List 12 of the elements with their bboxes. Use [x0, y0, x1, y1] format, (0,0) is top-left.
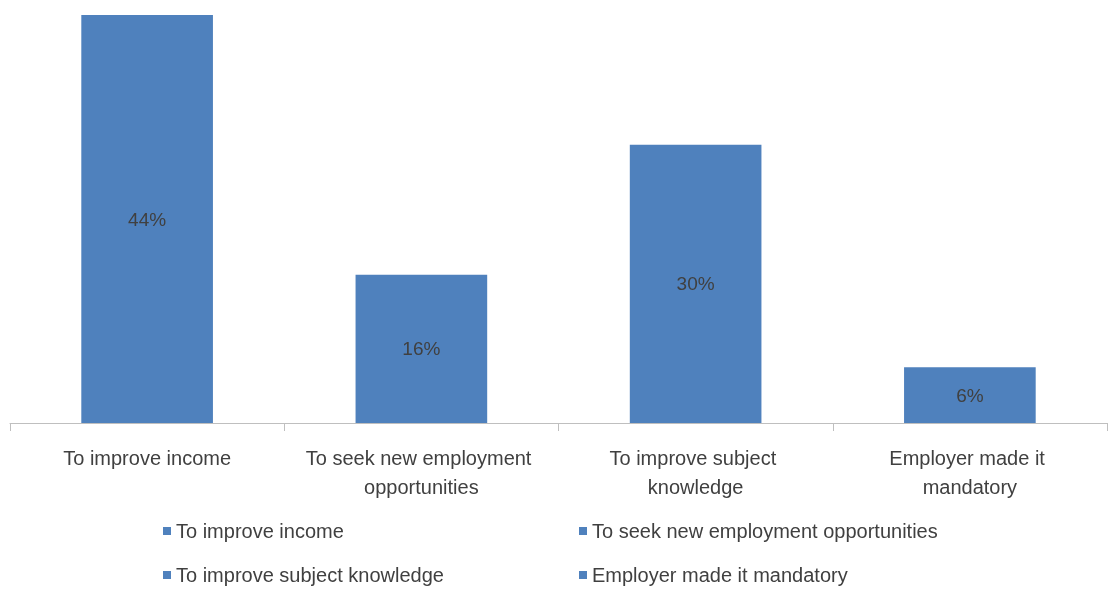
data-label: 16% [402, 338, 441, 360]
x-tick-label: Employer made it mandatory [889, 446, 1051, 498]
data-label: 30% [676, 273, 715, 295]
legend-label: To seek new employment opportunities [592, 520, 938, 542]
x-tick-label: To improve subject knowledge [609, 446, 782, 498]
data-label: 6% [956, 384, 984, 406]
legend-label: To improve income [176, 520, 344, 542]
legend-label: To improve subject knowledge [176, 564, 444, 586]
x-tick-label: To seek new employment opportunities [305, 446, 537, 498]
data-label: 44% [128, 208, 167, 230]
x-tick-label: To improve income [63, 446, 232, 469]
legend-label: Employer made it mandatory [592, 564, 848, 586]
